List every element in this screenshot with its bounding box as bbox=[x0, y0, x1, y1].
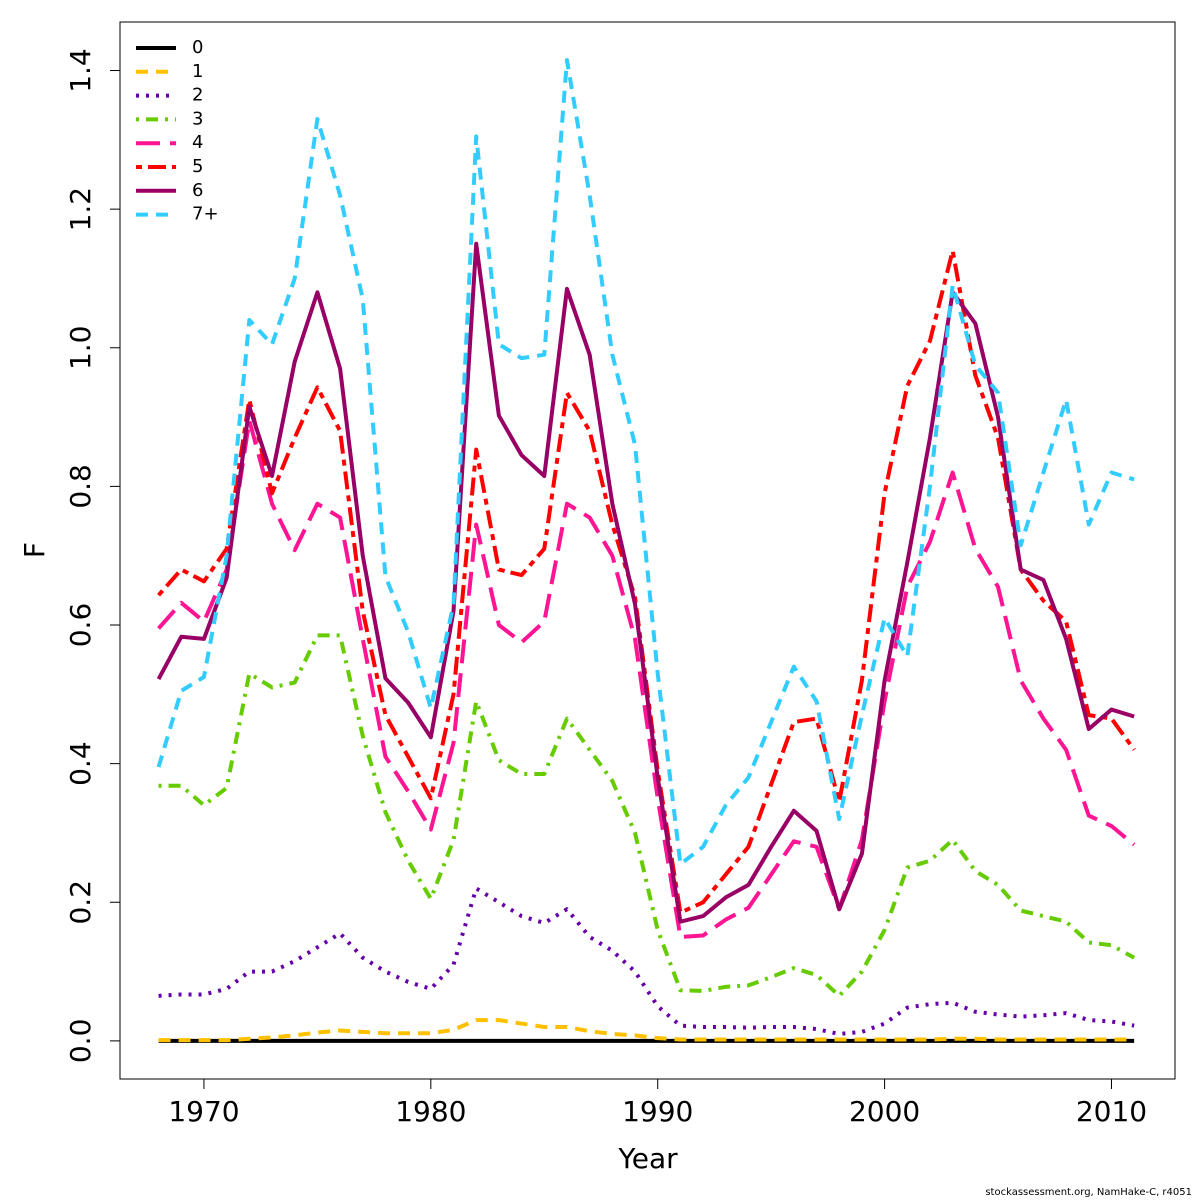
series-line bbox=[158, 1018, 1135, 1043]
y-tick-label: 1.4 bbox=[64, 48, 97, 93]
series-line bbox=[157, 418, 1136, 939]
y-tick-label: 1.2 bbox=[64, 187, 97, 232]
y-tick-label: 0.2 bbox=[64, 880, 97, 925]
x-tick-label: 1990 bbox=[622, 1095, 693, 1128]
legend-label: 4 bbox=[192, 132, 203, 153]
legend-label: 5 bbox=[192, 156, 203, 177]
legend-label: 3 bbox=[192, 108, 203, 129]
x-tick-label: 2010 bbox=[1076, 1095, 1147, 1128]
y-tick-label: 0.8 bbox=[64, 464, 97, 509]
y-tick-label: 0.0 bbox=[64, 1019, 97, 1064]
y-axis-label: F bbox=[18, 542, 51, 558]
series-line bbox=[156, 58, 1135, 867]
legend-label: 7+ bbox=[192, 204, 219, 225]
y-tick-label: 0.4 bbox=[64, 741, 97, 786]
x-tick-label: 1970 bbox=[168, 1095, 239, 1128]
legend-label: 1 bbox=[192, 61, 203, 82]
footnote: stockassessment.org, NamHake-C, r4051 bbox=[985, 1187, 1192, 1198]
y-tick-label: 0.6 bbox=[64, 603, 97, 648]
x-axis-label: Year bbox=[617, 1142, 678, 1175]
series-line bbox=[156, 241, 1135, 924]
legend-label: 2 bbox=[192, 85, 203, 106]
y-tick-label: 1.0 bbox=[64, 325, 97, 370]
series-line bbox=[158, 886, 1135, 1036]
legend-label: 6 bbox=[192, 180, 203, 201]
x-tick-label: 2000 bbox=[849, 1095, 920, 1128]
x-tick-label: 1980 bbox=[395, 1095, 466, 1128]
series-line bbox=[158, 633, 1136, 998]
series-line bbox=[157, 248, 1136, 915]
legend-label: 0 bbox=[192, 37, 203, 58]
